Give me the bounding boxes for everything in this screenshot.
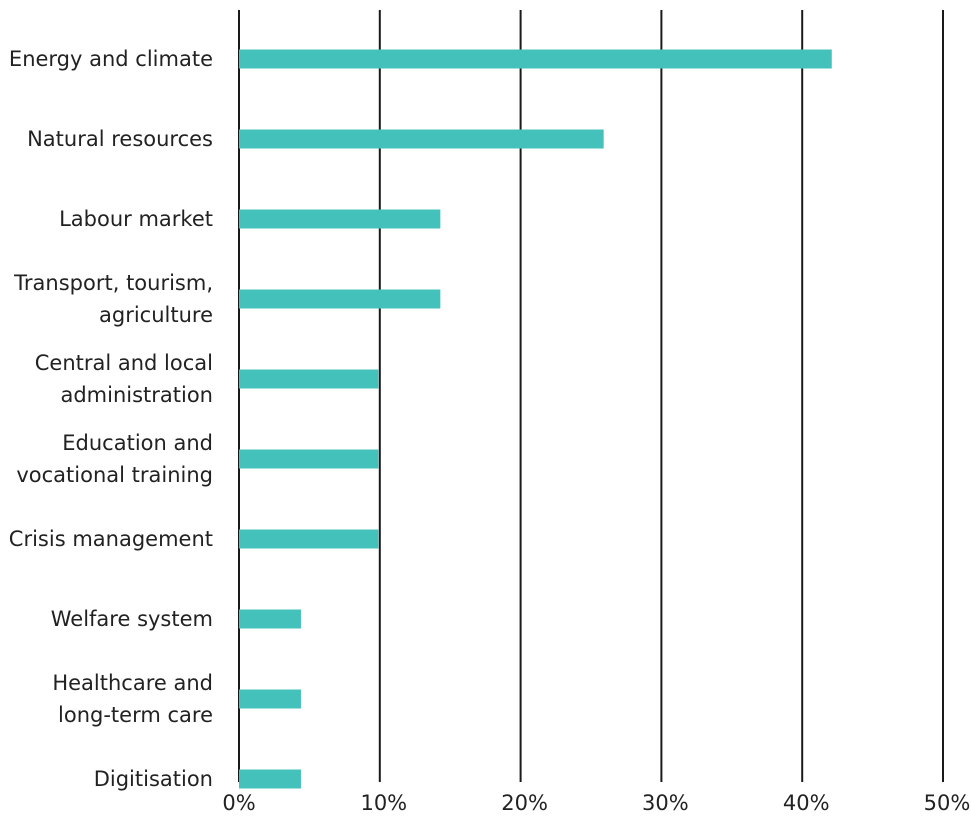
bar [239,289,441,309]
category-label: Labour market [59,207,213,231]
bar [239,209,441,229]
bar [239,129,604,149]
category-labels: Energy and climate Natural resources Labou… [9,47,213,791]
category-label: Digitisation [94,767,213,791]
x-tick-label: 10% [360,791,407,815]
category-label: Healthcare and [52,671,213,695]
bars [239,49,832,789]
bar [239,449,379,469]
x-tick-label: 20% [501,791,548,815]
category-label: Natural resources [27,127,213,151]
category-label: agriculture [99,303,213,327]
bar [239,689,301,709]
category-label: Welfare system [51,607,213,631]
bar [239,529,379,549]
category-label: vocational training [16,463,213,487]
category-label: Crisis management [9,527,213,551]
category-label: Central and local [35,351,213,375]
category-label: Education and [62,431,213,455]
bar [239,769,301,789]
gridlines [238,10,944,782]
bar [239,49,832,69]
x-tick-labels: 0% 10% 20% 30% 40% 50% [222,791,970,815]
bar [239,369,379,389]
category-label: Transport, tourism, [13,271,213,295]
x-tick-label: 0% [222,791,255,815]
x-tick-label: 50% [924,791,971,815]
x-tick-label: 30% [642,791,689,815]
category-label: administration [60,383,213,407]
category-label: long-term care [58,703,213,727]
category-label: Energy and climate [9,47,213,71]
bar [239,609,301,629]
x-tick-label: 40% [783,791,830,815]
